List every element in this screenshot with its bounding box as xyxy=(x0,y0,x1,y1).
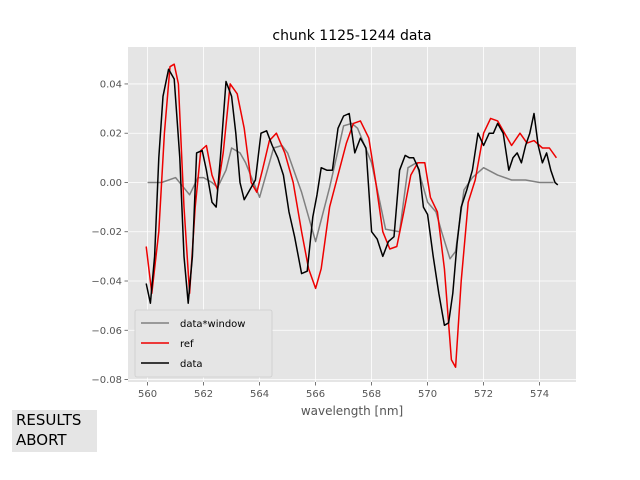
y-tick-label: −0.04 xyxy=(91,277,122,288)
x-tick-label: 570 xyxy=(418,389,437,400)
x-tick-label: 568 xyxy=(362,389,381,400)
x-tick-label: 566 xyxy=(306,389,325,400)
y-tick-label: −0.02 xyxy=(91,227,122,238)
abort-button[interactable]: ABORT xyxy=(16,431,67,449)
legend-frame xyxy=(134,309,273,378)
y-tick-label: 0.00 xyxy=(100,178,122,189)
y-tick-label: 0.04 xyxy=(100,79,122,90)
y-tick-label: 0.02 xyxy=(100,129,122,140)
x-tick-label: 564 xyxy=(250,389,269,400)
y-axis: −0.08 −0.06 −0.04 −0.02 0.00 0.02 0.04 xyxy=(91,79,128,386)
series-data xyxy=(145,68,559,327)
y-tick-label: −0.08 xyxy=(91,375,122,386)
x-axis-label: wavelength [nm] xyxy=(301,404,403,418)
series-lines xyxy=(145,63,559,368)
legend: data*window ref data xyxy=(134,309,273,378)
chart-title: chunk 1125-1244 data xyxy=(272,28,431,44)
x-axis: 560 562 564 566 568 570 572 574 xyxy=(138,382,549,400)
legend-label: data xyxy=(180,359,203,370)
legend-label: ref xyxy=(180,339,194,350)
legend-label: data*window xyxy=(180,319,245,330)
x-tick-label: 572 xyxy=(474,389,493,400)
x-tick-label: 560 xyxy=(138,389,157,400)
results-button[interactable]: RESULTS xyxy=(16,411,82,429)
control-panel: RESULTS ABORT xyxy=(12,410,97,452)
x-tick-label: 562 xyxy=(194,389,213,400)
y-tick-label: −0.06 xyxy=(91,326,122,337)
x-tick-label: 574 xyxy=(530,389,549,400)
